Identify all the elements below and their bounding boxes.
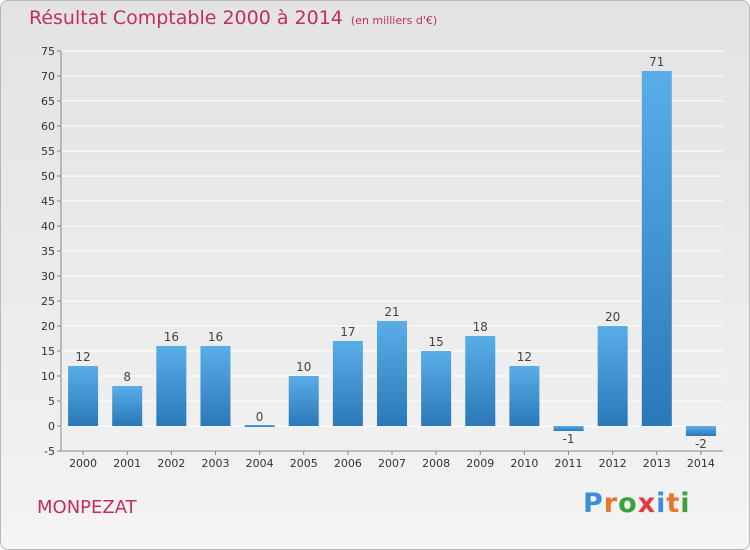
bar-2000: [68, 366, 99, 426]
y-tick-label: 0: [48, 420, 55, 433]
bar-2007: [377, 321, 407, 426]
logo-letter: P: [583, 488, 604, 519]
x-tick-label-2002: 2002: [157, 457, 185, 470]
bar-2014: [685, 426, 716, 436]
y-tick-label: 25: [41, 295, 55, 308]
data-label-2012: 20: [605, 310, 620, 324]
x-tick-label-2009: 2009: [466, 457, 494, 470]
logo-letter: t: [666, 488, 681, 519]
logo-letter: i: [680, 488, 691, 519]
data-label-2000: 12: [75, 350, 90, 364]
bar-2004: [244, 425, 275, 427]
bar-2011: [553, 426, 584, 431]
x-tick-label-2012: 2012: [599, 457, 627, 470]
bar-2012: [597, 326, 628, 426]
y-tick-label: 35: [41, 245, 55, 258]
x-tick-label-2005: 2005: [290, 457, 318, 470]
proxiti-logo: Proxiti: [583, 488, 691, 519]
y-tick-label: 30: [41, 270, 55, 283]
y-tick-label: 55: [41, 145, 55, 158]
y-tick-label: 70: [41, 70, 55, 83]
chart-title: Résultat Comptable 2000 à 2014 (en millie…: [29, 7, 437, 29]
bar-2013: [641, 71, 672, 426]
x-tick-label-2010: 2010: [510, 457, 538, 470]
data-label-2002: 16: [164, 330, 179, 344]
y-tick-label: 20: [41, 320, 55, 333]
data-label-2006: 17: [340, 325, 355, 339]
x-tick-label-2003: 2003: [201, 457, 229, 470]
bar-2010: [509, 366, 540, 426]
data-label-2009: 18: [473, 320, 488, 334]
data-label-2003: 16: [208, 330, 223, 344]
y-tick-label: 5: [48, 395, 55, 408]
chart-subtitle: (en milliers d'€): [350, 14, 438, 27]
y-tick-label: 15: [41, 345, 55, 358]
data-label-2011: -1: [563, 432, 575, 446]
x-tick-label-2004: 2004: [246, 457, 274, 470]
logo-letter: i: [656, 488, 667, 519]
x-tick-label-2011: 2011: [555, 457, 583, 470]
data-label-2008: 15: [428, 335, 443, 349]
data-label-2007: 21: [384, 305, 399, 319]
data-label-2005: 10: [296, 360, 311, 374]
bar-2009: [465, 336, 496, 426]
x-tick-label-2001: 2001: [113, 457, 141, 470]
data-label-2014: -2: [695, 437, 707, 451]
x-tick-label-2013: 2013: [643, 457, 671, 470]
commune-name: MONPEZAT: [37, 497, 137, 518]
y-tick-label: 10: [41, 370, 55, 383]
bar-2006: [332, 341, 363, 426]
data-label-2010: 12: [517, 350, 532, 364]
bar-2002: [156, 346, 187, 426]
y-tick-label: 45: [41, 195, 55, 208]
bar-2005: [288, 376, 319, 426]
bar-2008: [421, 351, 452, 426]
y-tick-label: 40: [41, 220, 55, 233]
data-label-2004: 0: [256, 410, 264, 424]
bar-2001: [112, 386, 143, 426]
x-tick-label-2006: 2006: [334, 457, 362, 470]
y-tick-label: 50: [41, 170, 55, 183]
y-tick-label: -5: [44, 445, 55, 458]
x-tick-label-2014: 2014: [687, 457, 715, 470]
logo-letter: x: [637, 488, 657, 519]
logo-letter: r: [603, 488, 619, 519]
x-tick-label-2000: 2000: [69, 457, 97, 470]
data-label-2001: 8: [123, 370, 131, 384]
x-tick-label-2007: 2007: [378, 457, 406, 470]
x-tick-label-2008: 2008: [422, 457, 450, 470]
y-tick-label: 60: [41, 120, 55, 133]
bar-2003: [200, 346, 231, 426]
chart-title-text: Résultat Comptable 2000 à 2014: [29, 7, 343, 29]
y-tick-label: 65: [41, 95, 55, 108]
logo-letter: o: [618, 488, 638, 519]
data-label-2013: 71: [649, 55, 664, 69]
y-tick-label: 75: [41, 45, 55, 58]
